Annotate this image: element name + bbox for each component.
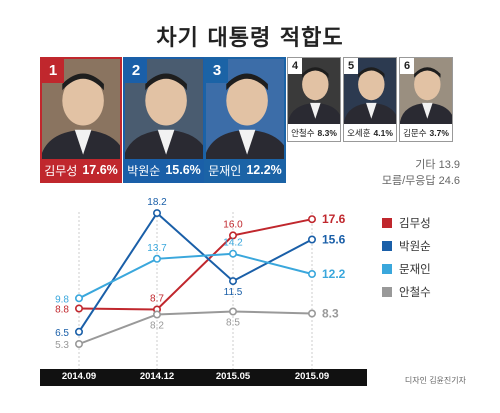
candidate-result: 오세훈 4.1%: [344, 124, 396, 141]
rank-number: 4: [288, 58, 302, 74]
series-line-김무성: [78, 218, 313, 311]
data-point-문재인: [307, 269, 316, 278]
person-silhouette-icon: [42, 73, 120, 163]
data-label-김무성: 8.8: [55, 305, 69, 316]
data-label-박원순: 11.5: [224, 287, 243, 298]
data-point-안철수: [307, 309, 316, 318]
data-label-김무성: 16.0: [223, 219, 243, 230]
person-silhouette-icon: [125, 73, 203, 163]
data-label-박원순: 15.6: [322, 233, 346, 247]
data-point-문재인: [75, 294, 84, 303]
data-point-김무성: [307, 215, 316, 224]
candidate-value: 15.6%: [165, 163, 201, 177]
data-label-박원순: 18.2: [147, 197, 167, 208]
candidate-name: 안철수: [291, 127, 315, 138]
x-tick-label: 2015.05: [215, 371, 251, 382]
legend-label: 문재인: [399, 264, 431, 276]
legend-swatch: [382, 264, 392, 274]
designer-credit: 디자인 김윤진기자: [404, 376, 466, 385]
rank-card-2: 2 박원순 15.6%: [123, 57, 205, 183]
page-title: 차기 대통령 적합도: [156, 26, 344, 51]
data-label-안철수: 8.5: [226, 318, 240, 329]
data-point-박원순: [307, 235, 316, 244]
person-silhouette-icon: [344, 67, 396, 124]
candidate-value: 17.6%: [82, 163, 118, 177]
candidate-photo: [344, 58, 396, 124]
data-point-박원순: [75, 327, 84, 336]
rank-number: 3: [206, 59, 228, 83]
candidate-value: 3.7%: [429, 127, 449, 138]
candidate-result: 안철수 8.3%: [288, 124, 340, 141]
legend-label: 박원순: [399, 241, 431, 253]
candidate-name: 김무성: [44, 163, 78, 178]
legend-swatch: [382, 241, 392, 251]
candidate-result: 박원순 15.6%: [125, 159, 203, 181]
data-point-안철수: [75, 339, 84, 348]
data-label-김무성: 17.6: [322, 212, 346, 226]
others-etc: 기타 13.9: [415, 159, 460, 171]
candidate-value: 8.3%: [317, 127, 337, 138]
rank-number: 5: [344, 58, 358, 74]
candidate-value: 4.1%: [373, 127, 393, 138]
person-silhouette-icon: [400, 67, 452, 124]
legend-label: 김무성: [399, 218, 431, 230]
candidate-photo: [42, 59, 120, 163]
data-point-안철수: [153, 310, 162, 319]
rank-card-4: 4 안철수 8.3%: [287, 57, 341, 142]
data-point-안철수: [229, 307, 238, 316]
data-label-김무성: 8.7: [150, 294, 164, 305]
data-point-김무성: [75, 304, 84, 313]
x-tick-label: 2015.09: [294, 371, 330, 382]
legend-label: 안철수: [399, 287, 431, 299]
person-silhouette-icon: [288, 67, 340, 124]
data-label-안철수: 8.3: [322, 307, 339, 321]
rank-card-3: 3 문재인 12.2%: [204, 57, 286, 183]
data-label-박원순: 6.5: [55, 328, 69, 339]
data-label-문재인: 9.8: [55, 294, 69, 305]
candidate-result: 김문수 3.7%: [400, 124, 452, 141]
data-label-안철수: 5.3: [55, 340, 69, 351]
x-tick-label: 2014.12: [139, 371, 175, 382]
data-label-문재인: 14.2: [223, 238, 243, 249]
data-label-안철수: 8.2: [150, 321, 164, 332]
data-point-김무성: [229, 231, 238, 240]
data-label-문재인: 13.7: [147, 243, 167, 254]
rank-number: 1: [42, 59, 64, 83]
data-point-박원순: [229, 277, 238, 286]
person-silhouette-icon: [206, 73, 284, 163]
series-line-문재인: [78, 252, 313, 300]
rank-card-1: 1 김무성 17.6%: [40, 57, 122, 183]
rank-number: 6: [400, 58, 414, 74]
rank-card-6: 6 김문수 3.7%: [399, 57, 453, 142]
legend-swatch: [382, 287, 392, 297]
others-unknown: 모름/무응답 24.6: [381, 175, 460, 187]
data-point-문재인: [153, 254, 162, 263]
series-line-안철수: [78, 310, 313, 345]
candidate-name: 박원순: [127, 163, 161, 178]
rank-card-5: 5 오세훈 4.1%: [343, 57, 397, 142]
candidate-result: 김무성 17.6%: [42, 159, 120, 181]
data-point-박원순: [153, 209, 162, 218]
series-line-박원순: [78, 211, 313, 333]
candidate-name: 오세훈: [347, 127, 371, 138]
rank-number: 2: [125, 59, 147, 83]
x-axis-bar: 2014.09 2014.12 2015.05 2015.09: [40, 369, 367, 386]
data-point-문재인: [229, 249, 238, 258]
candidate-value: 12.2%: [246, 163, 282, 177]
candidate-result: 문재인 12.2%: [206, 159, 284, 181]
data-label-문재인: 12.2: [322, 267, 346, 281]
candidate-name: 김문수: [403, 127, 427, 138]
legend-swatch: [382, 218, 392, 228]
x-tick-label: 2014.09: [61, 371, 97, 382]
candidate-name: 문재인: [208, 163, 242, 178]
